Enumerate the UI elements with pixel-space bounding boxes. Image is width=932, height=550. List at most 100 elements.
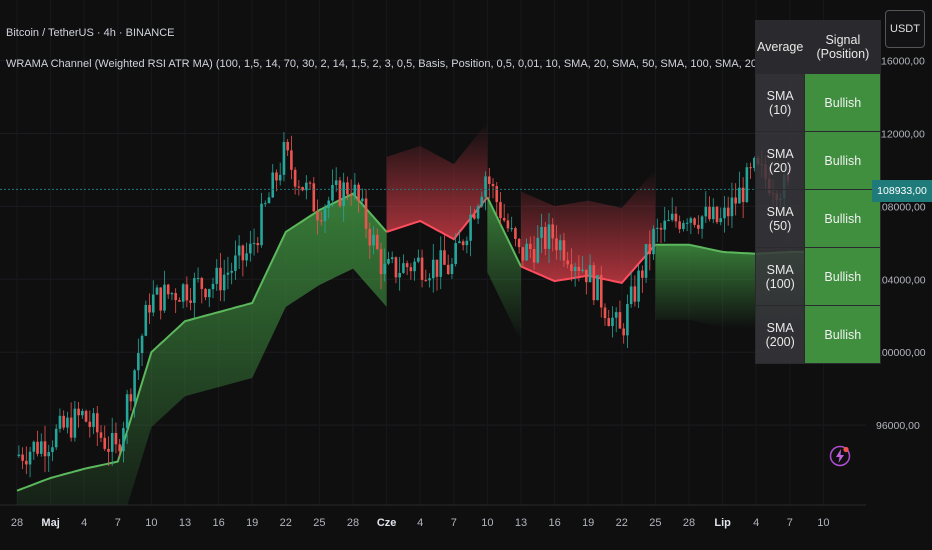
candle-body <box>667 219 670 221</box>
symbol-title: Bitcoin / TetherUS · 4h · BINANCE <box>6 27 175 39</box>
candle-body <box>118 444 121 452</box>
channel-line <box>486 196 522 267</box>
candle-body <box>36 441 39 454</box>
x-tick-label: 4 <box>417 517 423 529</box>
candle-body <box>327 200 331 209</box>
candle-body <box>155 287 159 295</box>
candle-body <box>480 196 484 207</box>
candle-body <box>84 410 88 422</box>
candle-body <box>674 213 678 222</box>
candle-body <box>159 287 163 311</box>
candle-body <box>517 238 521 248</box>
candle-body <box>435 259 439 277</box>
candle-body <box>431 259 435 279</box>
signal-cell: Bullish <box>804 73 882 132</box>
candle-body <box>107 448 110 452</box>
candle-body <box>99 432 103 438</box>
candle-body <box>286 141 289 151</box>
candle-body <box>226 272 230 275</box>
candle-body <box>170 293 174 295</box>
candle-body <box>200 278 204 289</box>
candle-body <box>252 243 256 245</box>
candle-body <box>697 224 700 229</box>
candle-body <box>245 253 248 261</box>
candle-body <box>543 226 547 249</box>
candle-body <box>43 441 47 457</box>
candle-body <box>551 224 555 239</box>
candle-body <box>443 250 446 265</box>
candle-body <box>222 274 226 291</box>
candle-body <box>428 278 431 281</box>
x-tick-label: Cze <box>377 517 397 529</box>
x-tick-label: Maj <box>41 517 59 529</box>
candle-body <box>484 176 487 197</box>
candle-body <box>685 222 689 224</box>
candle-body <box>741 187 745 203</box>
currency-button[interactable]: USDT <box>885 10 925 48</box>
y-tick-label: 108000,00 <box>876 201 926 213</box>
candle-body <box>476 206 480 219</box>
candle-body <box>644 244 648 278</box>
candle-body <box>655 227 659 229</box>
candle-body <box>219 267 222 291</box>
candle-body <box>375 234 379 249</box>
candle-body <box>611 317 614 327</box>
candle-body <box>17 454 21 457</box>
candle-body <box>558 240 562 251</box>
candle-body <box>454 243 457 265</box>
candle-body <box>417 257 420 262</box>
candle-body <box>95 413 99 433</box>
candle-body <box>678 221 681 230</box>
candle-body <box>599 275 603 308</box>
candle-body <box>581 269 584 272</box>
candle-body <box>207 289 211 298</box>
signal-cell: Bullish <box>804 247 882 306</box>
header-average: Average <box>754 20 806 74</box>
channel-fill-bull <box>17 193 387 550</box>
candle-body <box>749 167 752 169</box>
candle-body <box>711 206 715 220</box>
x-tick-label: 25 <box>313 517 325 529</box>
candle-body <box>346 182 349 195</box>
candle-body <box>28 451 32 465</box>
candle-body <box>532 249 536 263</box>
candle-body <box>263 203 267 205</box>
indicator-title: WRAMA Channel (Weighted RSI ATR MA) (100… <box>6 58 797 70</box>
y-tick-label: 100000,00 <box>876 347 926 359</box>
candle-body <box>271 172 275 198</box>
channel-fill-bear <box>521 169 656 283</box>
candle-body <box>603 307 607 319</box>
candle-body <box>357 184 360 202</box>
candle-body <box>424 279 428 281</box>
candle-body <box>465 240 469 246</box>
candle-body <box>234 255 237 271</box>
table-row: SMA (20) Bullish <box>754 131 882 190</box>
candle-body <box>659 227 663 230</box>
candle-body <box>81 410 84 416</box>
candle-body <box>144 304 148 336</box>
candle-body <box>405 263 409 268</box>
candle-body <box>529 243 532 250</box>
x-tick-label: 4 <box>753 517 759 529</box>
candle-body <box>301 187 304 191</box>
candle-body <box>525 243 528 261</box>
lightning-icon[interactable] <box>829 445 851 467</box>
candle-body <box>745 167 749 203</box>
candle-body <box>166 284 170 295</box>
candle-body <box>25 460 28 465</box>
candle-body <box>689 218 693 223</box>
x-tick-label: 19 <box>246 517 258 529</box>
candle-body <box>704 206 708 217</box>
candle-body <box>178 300 181 302</box>
candle-body <box>487 176 491 184</box>
x-tick-label: 7 <box>787 517 793 529</box>
candle-body <box>499 202 502 219</box>
candle-body <box>364 198 368 229</box>
candle-body <box>394 257 398 278</box>
candle-body <box>607 318 611 327</box>
candle-body <box>715 206 719 223</box>
candle-body <box>495 186 499 203</box>
candle-body <box>189 300 192 303</box>
candle-body <box>573 266 577 272</box>
x-tick-label: 10 <box>817 517 829 529</box>
